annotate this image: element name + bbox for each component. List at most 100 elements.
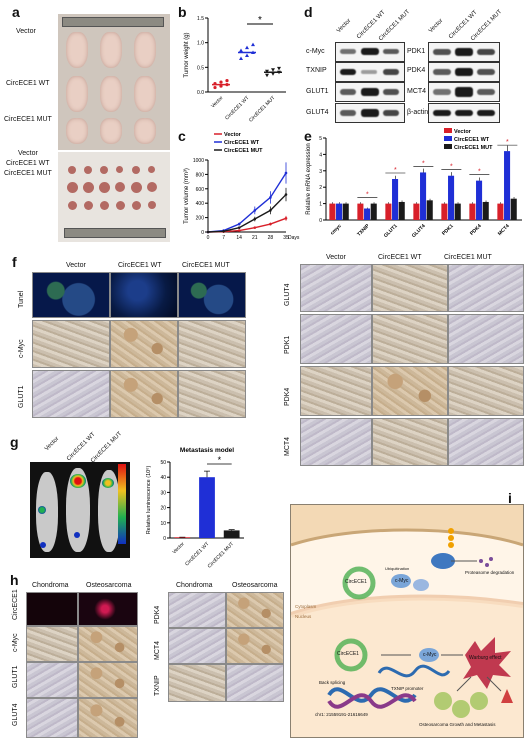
y-tick-label: 200 (196, 216, 205, 222)
f2-row-mct4: MCT4 (284, 436, 291, 456)
tumor-image (84, 201, 93, 210)
data-point (251, 42, 255, 47)
wb-mct4 (428, 82, 500, 102)
a-label2-vector: Vector (18, 150, 38, 157)
wb-label: PDK4 (407, 67, 426, 74)
ihc-mct4-vector (300, 418, 372, 466)
ihc-glut4-mut (448, 264, 524, 312)
legend-label: Vector (454, 129, 472, 135)
wb-label: PDK1 (407, 48, 426, 55)
x-tick-label: TXNIP (356, 223, 371, 238)
tumor-image (99, 182, 110, 193)
x-tick-label: CircECE1 MUT (248, 95, 276, 123)
ihc-h-glut1-chondroma (26, 662, 78, 698)
h-row-txnip: TXNIP (154, 675, 161, 696)
y-tick-label: 50 (160, 460, 166, 466)
y-tick-label: 400 (196, 201, 205, 207)
h-col-chondroma: Chondroma (32, 582, 69, 589)
ihc-tunel-wt (110, 272, 178, 318)
sig-star: * (422, 160, 425, 167)
x-tick-label: PDK1 (441, 223, 455, 237)
tumor-photo (58, 152, 170, 242)
legend-swatch (444, 128, 452, 133)
bar (413, 203, 420, 220)
x-tick-label: cmyc (329, 223, 342, 236)
ihc-cmyc-wt (110, 320, 178, 368)
y-tick-label: 0.0 (197, 90, 204, 96)
data-point (277, 66, 281, 71)
ihc-mct4-wt (372, 418, 448, 466)
panel-label-f: f (12, 254, 17, 270)
legend-label: CircECE1 MUT (454, 145, 493, 151)
i-txnip: TXNIP promoter (391, 686, 424, 691)
ihc-mct4-mut (448, 418, 524, 466)
f2-row-pdk4: PDK4 (284, 387, 291, 406)
data-point (269, 209, 272, 212)
y-axis-label: Tumor weight (g) (184, 32, 190, 77)
wb-label: TXNIP (306, 67, 327, 74)
data-point (237, 229, 241, 232)
bar (448, 175, 455, 220)
mouse-row-wt (64, 74, 164, 114)
i-nucleus: Nucleus (295, 614, 312, 619)
y-tick-label: 4 (319, 152, 322, 158)
tumor-row-wt (66, 182, 166, 196)
bar (510, 198, 517, 220)
i-circ-nucleus: CircECE1 (337, 651, 359, 657)
h2-col-osteosarcoma: Osteosarcoma (232, 582, 278, 589)
h-row-mct4: MCT4 (154, 640, 161, 660)
chart-title: Metastasis model (180, 447, 234, 454)
f2-col-wt: CircECE1 WT (378, 254, 422, 261)
tumor-image (116, 166, 123, 173)
bar (329, 203, 336, 220)
sig-star: * (450, 164, 453, 171)
x-tick-label: 28 (268, 235, 274, 241)
h2-col-chondroma: Chondroma (176, 582, 213, 589)
f2-col-vector: Vector (326, 254, 346, 261)
mouse-image (66, 32, 88, 68)
data-point (284, 171, 288, 175)
y-tick-label: 0 (163, 536, 166, 542)
x-tick-label: CircECE1 WT (184, 541, 210, 567)
tumor-image (132, 166, 140, 174)
mouse-image (66, 118, 88, 144)
wb-label: MCT4 (407, 88, 427, 95)
data-point (219, 80, 223, 84)
bar (504, 151, 511, 220)
ihc-pdk1-vector (300, 314, 372, 364)
x-tick-label: MCT4 (497, 223, 511, 237)
d-header: Vector (336, 17, 353, 35)
y-tick-label: 30 (160, 490, 166, 496)
i-ub: Ubiquitination (385, 566, 410, 571)
mouse-image (134, 118, 156, 144)
f-row-tunel: Tunel (18, 290, 25, 308)
ihc-tunel-mut (178, 272, 246, 318)
bar (342, 203, 349, 220)
sig-star: * (394, 167, 397, 174)
data-point (269, 196, 272, 199)
tumor-row-mut (66, 200, 166, 214)
y-tick-label: 10 (160, 521, 166, 527)
ihc-glut1-mut (178, 370, 246, 418)
series-line (207, 194, 287, 233)
ihc-h-glut4-chondroma (26, 698, 78, 738)
ihc-pdk4-wt (372, 366, 448, 416)
data-point (239, 56, 243, 60)
f-col-wt: CircECE1 WT (118, 262, 162, 269)
chart-e: 0 1 2 3 4 5 Relative mRNA expression cmyc * TXNIP… (306, 128, 522, 239)
bar (392, 179, 399, 220)
ihc-h-txnip-chondroma (168, 664, 226, 702)
i-cmyc-2: c-Myc (423, 652, 437, 658)
data-point (213, 85, 217, 90)
x-tick-label: Vector (210, 95, 225, 110)
f2-col-mut: CircECE1 MUT (444, 254, 492, 261)
i-circ-cyto: CircECE1 (345, 579, 367, 585)
ihc-h-pdk4-osteosarcoma (226, 592, 284, 628)
bar (364, 208, 371, 220)
i-growth: Osteosarcoma Growth and Metastasis (419, 722, 496, 727)
ihc-pdk4-mut (448, 366, 524, 416)
sig-star: * (258, 15, 262, 26)
chart-g: Metastasis model 0 10 20 30 40 50 Relative lumi… (145, 447, 244, 570)
y-tick-label: 3 (319, 169, 322, 175)
bar (476, 180, 483, 220)
